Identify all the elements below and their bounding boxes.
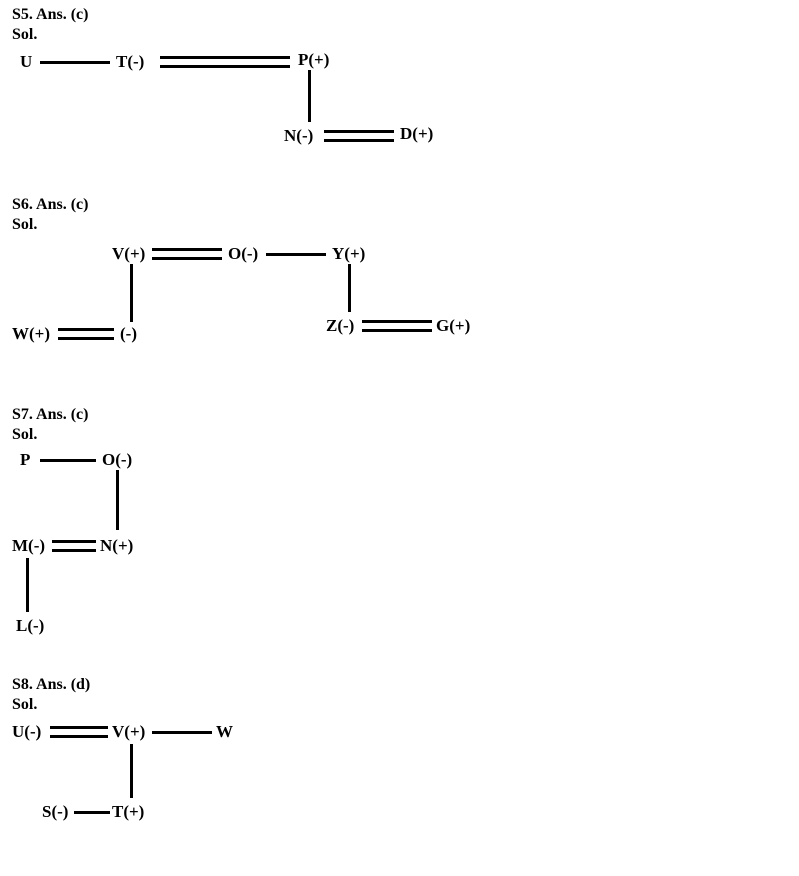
solution-s5: S5. Ans. (c) Sol. U T(-) P(+) N(-) D(+)	[12, 6, 787, 188]
edge-P-N	[308, 70, 311, 122]
node-V: V(+)	[112, 244, 145, 264]
node-Y: Y(+)	[332, 244, 365, 264]
edge-T-P	[160, 56, 290, 68]
node-N: N(+)	[100, 536, 133, 556]
edge-V-O	[152, 248, 222, 260]
node-N: N(-)	[284, 126, 313, 146]
answer-header-s6: S6. Ans. (c)	[12, 196, 787, 214]
edge-Y-Z	[348, 264, 351, 312]
sol-label-s8: Sol.	[12, 696, 787, 714]
node-S: S(-)	[42, 802, 68, 822]
node-U: U	[20, 52, 32, 72]
node-Z: Z(-)	[326, 316, 354, 336]
node-P: P(+)	[298, 50, 329, 70]
edge-V-down	[130, 264, 133, 322]
solution-s7: S7. Ans. (c) Sol. P O(-) M(-) N(+) L(-)	[12, 406, 787, 668]
edge-V-W	[152, 731, 212, 734]
node-L: L(-)	[16, 616, 44, 636]
node-U2: U(-)	[12, 722, 41, 742]
edge-O-N	[116, 470, 119, 530]
node-T2: T(+)	[112, 802, 144, 822]
answer-header-s5: S5. Ans. (c)	[12, 6, 787, 24]
node-W: W(+)	[12, 324, 50, 344]
node-G: G(+)	[436, 316, 470, 336]
node-V2: V(+)	[112, 722, 145, 742]
node-P: P	[20, 450, 30, 470]
node-D: D(+)	[400, 124, 433, 144]
node-O: O(-)	[102, 450, 132, 470]
edge-W-X	[58, 328, 114, 340]
node-X: (-)	[120, 324, 137, 344]
solution-s8: S8. Ans. (d) Sol. U(-) V(+) W S(-) T(+)	[12, 676, 787, 848]
edge-U-V	[50, 726, 108, 738]
answer-header-s8: S8. Ans. (d)	[12, 676, 787, 694]
answer-header-s7: S7. Ans. (c)	[12, 406, 787, 424]
diagram-s5: U T(-) P(+) N(-) D(+)	[12, 48, 787, 188]
diagram-s7: P O(-) M(-) N(+) L(-)	[12, 448, 787, 668]
solution-s6: S6. Ans. (c) Sol. V(+) O(-) Y(+) W(+) (-…	[12, 196, 787, 398]
diagram-s8: U(-) V(+) W S(-) T(+)	[12, 718, 787, 848]
node-W2: W	[216, 722, 233, 742]
edge-M-L	[26, 558, 29, 612]
sol-label-s5: Sol.	[12, 26, 787, 44]
sol-label-s7: Sol.	[12, 426, 787, 444]
diagram-s6: V(+) O(-) Y(+) W(+) (-) Z(-) G(+)	[12, 238, 787, 398]
edge-Z-G	[362, 320, 432, 332]
node-M: M(-)	[12, 536, 45, 556]
edge-P-O	[40, 459, 96, 462]
edge-N-D	[324, 130, 394, 142]
node-O: O(-)	[228, 244, 258, 264]
sol-label-s6: Sol.	[12, 216, 787, 234]
edge-O-Y	[266, 253, 326, 256]
edge-M-N	[52, 540, 96, 552]
edge-S-T	[74, 811, 110, 814]
node-T: T(-)	[116, 52, 144, 72]
edge-U-T	[40, 61, 110, 64]
edge-V-T	[130, 744, 133, 798]
